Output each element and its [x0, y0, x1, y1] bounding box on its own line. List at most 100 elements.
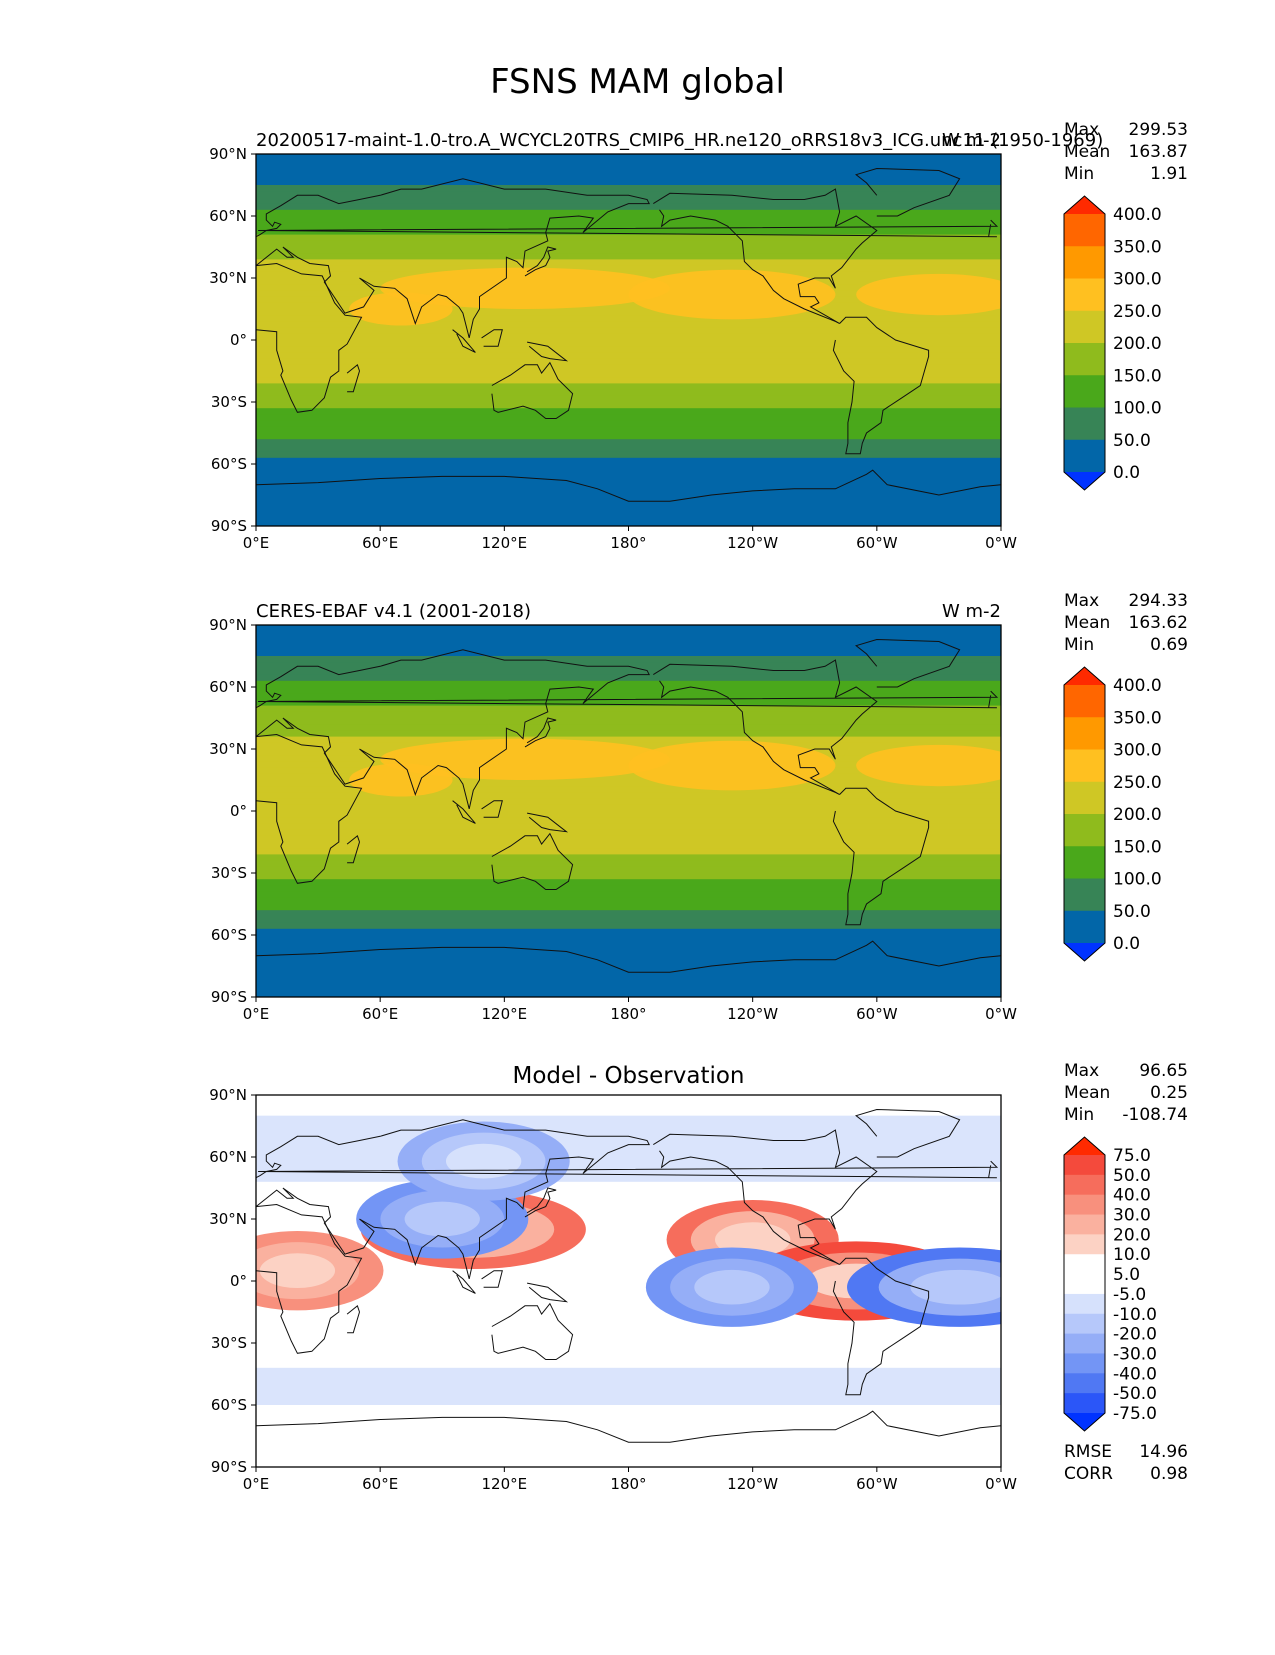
coastline-4 [832, 787, 930, 926]
colorbar-segment [1064, 1293, 1105, 1315]
colorbar-tick-label: 75.0 [1113, 1146, 1151, 1166]
y-tick-label: 90°S [211, 1458, 247, 1476]
field-patch [349, 763, 453, 797]
field-band [256, 643, 1001, 651]
colorbar-segment [1064, 685, 1105, 718]
stat-value-mean: 163.62 [1129, 613, 1188, 633]
map-field [256, 625, 1001, 997]
colorbar-tick-label: -5.0 [1113, 1285, 1146, 1305]
field-band [256, 519, 1001, 526]
field-band [256, 984, 1001, 992]
coastline-12 [346, 363, 361, 393]
coastline-4 [832, 1257, 930, 1396]
field-band [256, 897, 1001, 905]
field-band [256, 513, 1001, 521]
field-band [256, 885, 1001, 893]
field-patch [628, 269, 836, 320]
field-patch [856, 744, 1001, 787]
coastline-7 [258, 1160, 999, 1179]
coastline-2 [491, 832, 574, 890]
field-band [256, 185, 1001, 192]
x-tick-label: 60°W [856, 1005, 898, 1023]
colorbar-tick-label: -10.0 [1113, 1305, 1157, 1325]
field-band [256, 668, 1001, 676]
field-band [256, 835, 1001, 843]
field-band [256, 656, 1001, 663]
colorbar-tick-label: 400.0 [1113, 205, 1162, 225]
colorbar-segment [1064, 375, 1105, 408]
coastline-10 [481, 1270, 503, 1288]
coastline-10 [481, 800, 503, 818]
field-band [256, 476, 1001, 484]
field-band [256, 340, 1001, 347]
coastline-5 [855, 638, 961, 688]
x-tick-label: 120°E [482, 534, 528, 552]
colorbar-tick-label: 50.0 [1113, 1166, 1151, 1186]
field-band [256, 705, 1001, 713]
field-band [256, 203, 1001, 211]
field-band [256, 426, 1001, 434]
y-tick-label: 90°S [211, 988, 247, 1006]
field-band [256, 439, 1001, 446]
colorbar-tick-label: 350.0 [1113, 708, 1162, 728]
field-band [256, 848, 1001, 855]
stat-value-rmse: 14.96 [1139, 1442, 1188, 1462]
stat-label-min: Min [1064, 1105, 1094, 1125]
field-band [256, 216, 1001, 223]
field-patch [380, 738, 670, 780]
colorbar-segment [1064, 278, 1105, 312]
stat-value-max: 96.65 [1139, 1061, 1188, 1081]
field-band [256, 408, 1001, 415]
field-band [256, 253, 1001, 260]
x-tick-label: 120°W [727, 1475, 778, 1493]
x-tick-label: 60°W [856, 1475, 898, 1493]
colorbar-segment [1064, 846, 1105, 879]
colorbar-extend-min [1064, 1413, 1105, 1431]
coastline-2 [491, 361, 574, 419]
field-band [256, 773, 1001, 781]
field-band [256, 364, 1001, 372]
field-band [256, 674, 1001, 682]
stat-value-corr: 0.98 [1150, 1464, 1188, 1484]
x-tick-label: 120°E [482, 1475, 528, 1493]
field-band [256, 433, 1001, 440]
field-band [256, 321, 1001, 329]
colorbar-tick-label: 0.0 [1113, 463, 1140, 483]
colorbar-extend-max [1064, 196, 1105, 214]
y-tick-label: 30°S [211, 1334, 247, 1352]
field-band [256, 191, 1001, 198]
colorbar-tick-label: 50.0 [1113, 902, 1151, 922]
field-band [256, 234, 1001, 242]
coastline-9 [452, 329, 476, 353]
field-band [256, 680, 1001, 688]
stat-value-mean: 0.25 [1150, 1083, 1188, 1103]
field-anomaly [694, 1269, 770, 1305]
y-tick-label: 60°N [209, 678, 247, 696]
x-tick-label: 60°W [856, 534, 898, 552]
coastline-1 [256, 178, 651, 339]
y-tick-label: 60°S [211, 455, 247, 473]
field-band [256, 798, 1001, 806]
field-band [256, 457, 1001, 465]
x-tick-label: 0°W [985, 534, 1017, 552]
x-tick-label: 0°E [243, 1005, 270, 1023]
field-band [256, 823, 1001, 831]
field-band [256, 804, 1001, 812]
field-band [256, 507, 1001, 515]
field-band [256, 414, 1001, 422]
field-band [256, 711, 1001, 719]
field-band [256, 625, 1001, 632]
field-band [256, 402, 1001, 409]
field-band [256, 866, 1001, 874]
field-band [256, 197, 1001, 205]
y-tick-label: 60°S [211, 926, 247, 944]
x-tick-label: 180° [610, 534, 646, 552]
field-band [256, 501, 1001, 508]
colorbar-segment [1064, 1234, 1105, 1255]
coastline-5 [855, 167, 961, 217]
stat-value-max: 294.33 [1129, 591, 1188, 611]
x-tick-label: 120°W [727, 534, 778, 552]
panel-title-center: Model - Observation [512, 1063, 744, 1089]
coastline-12 [346, 834, 361, 864]
field-band [256, 879, 1001, 886]
